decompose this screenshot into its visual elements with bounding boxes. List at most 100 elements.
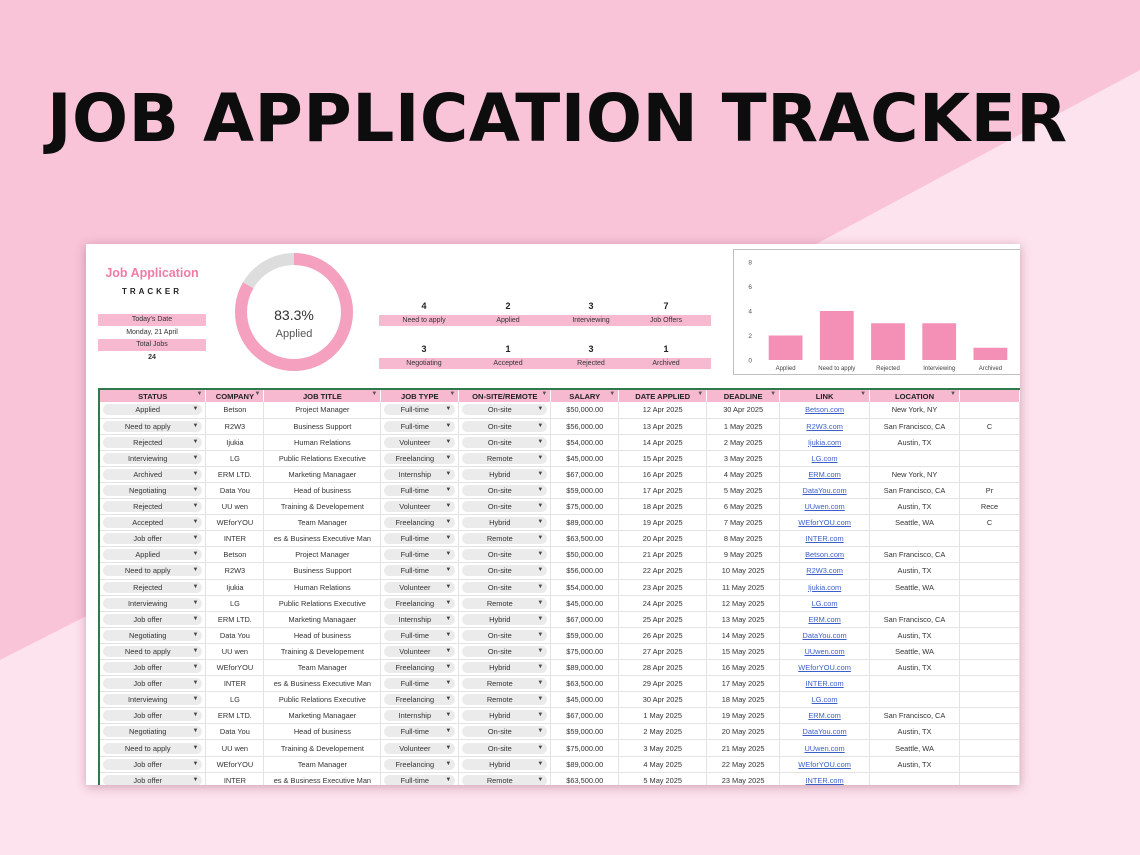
dropdown-chip[interactable]: Internship ▼ (384, 613, 456, 625)
cell-job-type[interactable]: Volunteer ▼ (380, 643, 460, 661)
dropdown-chip[interactable]: Freelancing ▼ (384, 758, 456, 770)
cell-job-type[interactable]: Freelancing ▼ (380, 450, 460, 467)
cell-job-type[interactable]: Internship ▼ (380, 611, 460, 628)
dropdown-chip[interactable]: Negotiating ▼ (103, 629, 203, 641)
job-link[interactable]: WEforYOU.com (798, 663, 851, 673)
cell-job-type[interactable]: Freelancing ▼ (380, 595, 460, 612)
dropdown-chip[interactable]: Full-time ▼ (384, 774, 456, 785)
cell-onsite-remote[interactable]: Remote ▼ (458, 675, 552, 693)
filter-icon[interactable]: ▼ (541, 391, 548, 397)
cell-link[interactable]: R2W3.com (779, 562, 871, 580)
cell-link[interactable]: INTER.com (779, 675, 871, 693)
cell-link[interactable]: WEforYOU.com (779, 514, 871, 532)
cell-status[interactable]: Interviewing ▼ (100, 450, 207, 467)
dropdown-chip[interactable]: Interviewing ▼ (103, 694, 203, 706)
cell-status[interactable]: Need to apply ▼ (100, 643, 207, 661)
cell-onsite-remote[interactable]: Hybrid ▼ (458, 466, 552, 483)
dropdown-chip[interactable]: Remote ▼ (462, 678, 548, 690)
dropdown-chip[interactable]: Job offer ▼ (103, 662, 203, 674)
cell-status[interactable]: Archived ▼ (100, 466, 207, 483)
cell-status[interactable]: Rejected ▼ (100, 579, 207, 596)
cell-link[interactable]: UUwen.com (779, 498, 871, 516)
cell-link[interactable]: UUwen.com (779, 739, 871, 757)
cell-job-type[interactable]: Volunteer ▼ (380, 739, 460, 757)
cell-onsite-remote[interactable]: On-site ▼ (458, 418, 552, 435)
cell-onsite-remote[interactable]: On-site ▼ (458, 546, 552, 564)
dropdown-chip[interactable]: Hybrid ▼ (462, 758, 548, 770)
cell-job-type[interactable]: Volunteer ▼ (380, 434, 460, 451)
column-header-status[interactable]: STATUS ▼ (100, 390, 207, 402)
job-link[interactable]: UUwen.com (804, 743, 845, 753)
cell-job-type[interactable]: Full-time ▼ (380, 675, 460, 693)
cell-job-type[interactable]: Freelancing ▼ (380, 659, 460, 677)
cell-job-type[interactable]: Volunteer ▼ (380, 498, 460, 516)
dropdown-chip[interactable]: Freelancing ▼ (384, 597, 456, 609)
cell-status[interactable]: Need to apply ▼ (100, 739, 207, 757)
dropdown-chip[interactable]: Volunteer ▼ (384, 436, 456, 448)
dropdown-chip[interactable]: On-site ▼ (462, 742, 548, 754)
cell-onsite-remote[interactable]: Hybrid ▼ (458, 514, 552, 532)
cell-job-type[interactable]: Full-time ▼ (380, 418, 460, 435)
dropdown-chip[interactable]: Rejected ▼ (103, 501, 203, 513)
dropdown-chip[interactable]: On-site ▼ (462, 565, 548, 577)
dropdown-chip[interactable]: Rejected ▼ (103, 436, 203, 448)
filter-icon[interactable]: ▼ (609, 391, 616, 397)
column-header-extra[interactable] (959, 390, 1020, 402)
cell-onsite-remote[interactable]: Remote ▼ (458, 450, 552, 467)
dropdown-chip[interactable]: Volunteer ▼ (384, 581, 456, 593)
dropdown-chip[interactable]: Interviewing ▼ (103, 452, 203, 464)
dropdown-chip[interactable]: Need to apply ▼ (103, 645, 203, 657)
cell-status[interactable]: Interviewing ▼ (100, 595, 207, 612)
cell-status[interactable]: Interviewing ▼ (100, 691, 207, 709)
dropdown-chip[interactable]: Volunteer ▼ (384, 501, 456, 513)
dropdown-chip[interactable]: Hybrid ▼ (462, 468, 548, 480)
cell-status[interactable]: Negotiating ▼ (100, 482, 207, 500)
dropdown-chip[interactable]: Full-time ▼ (384, 533, 456, 545)
cell-onsite-remote[interactable]: Hybrid ▼ (458, 756, 552, 773)
filter-icon[interactable]: ▼ (196, 391, 203, 397)
dropdown-chip[interactable]: On-site ▼ (462, 549, 548, 561)
dropdown-chip[interactable]: On-site ▼ (462, 404, 548, 416)
cell-onsite-remote[interactable]: On-site ▼ (458, 434, 552, 451)
cell-job-type[interactable]: Full-time ▼ (380, 546, 460, 564)
job-link[interactable]: LG.com (811, 598, 838, 608)
dropdown-chip[interactable]: Freelancing ▼ (384, 452, 456, 464)
column-header-link[interactable]: LINK ▼ (779, 390, 871, 402)
dropdown-chip[interactable]: Hybrid ▼ (462, 613, 548, 625)
cell-status[interactable]: Applied ▼ (100, 546, 207, 564)
job-link[interactable]: LG.com (811, 453, 838, 463)
cell-onsite-remote[interactable]: Remote ▼ (458, 595, 552, 612)
job-link[interactable]: Betson.com (805, 405, 845, 415)
cell-link[interactable]: DataYou.com (779, 482, 871, 500)
dropdown-chip[interactable]: Hybrid ▼ (462, 662, 548, 674)
dropdown-chip[interactable]: Remote ▼ (462, 597, 548, 609)
job-link[interactable]: ERM.com (808, 469, 841, 479)
dropdown-chip[interactable]: Applied ▼ (103, 549, 203, 561)
cell-job-type[interactable]: Freelancing ▼ (380, 691, 460, 709)
cell-link[interactable]: ERM.com (779, 707, 871, 725)
column-header-onsite-remote[interactable]: ON-SITE/REMOTE ▼ (458, 390, 552, 402)
cell-link[interactable]: Betson.com (779, 402, 871, 419)
cell-onsite-remote[interactable]: Remote ▼ (458, 691, 552, 709)
cell-link[interactable]: LG.com (779, 691, 871, 709)
column-header-job-title[interactable]: JOB TITLE ▼ (263, 390, 382, 402)
dropdown-chip[interactable]: Job offer ▼ (103, 613, 203, 625)
cell-status[interactable]: Job offer ▼ (100, 675, 207, 693)
job-link[interactable]: Betson.com (805, 550, 845, 560)
dropdown-chip[interactable]: On-site ▼ (462, 436, 548, 448)
cell-status[interactable]: Job offer ▼ (100, 772, 207, 785)
cell-link[interactable]: DataYou.com (779, 723, 871, 741)
cell-status[interactable]: Need to apply ▼ (100, 562, 207, 580)
job-link[interactable]: Ijukia.com (807, 437, 842, 447)
filter-icon[interactable]: ▼ (770, 391, 777, 397)
dropdown-chip[interactable]: On-site ▼ (462, 420, 548, 432)
cell-status[interactable]: Rejected ▼ (100, 498, 207, 516)
cell-status[interactable]: Negotiating ▼ (100, 723, 207, 741)
job-link[interactable]: R2W3.com (806, 421, 843, 431)
cell-onsite-remote[interactable]: Hybrid ▼ (458, 659, 552, 677)
cell-link[interactable]: DataYou.com (779, 627, 871, 644)
dropdown-chip[interactable]: Remote ▼ (462, 533, 548, 545)
dropdown-chip[interactable]: Full-time ▼ (384, 726, 456, 738)
dropdown-chip[interactable]: Rejected ▼ (103, 581, 203, 593)
dropdown-chip[interactable]: Negotiating ▼ (103, 726, 203, 738)
